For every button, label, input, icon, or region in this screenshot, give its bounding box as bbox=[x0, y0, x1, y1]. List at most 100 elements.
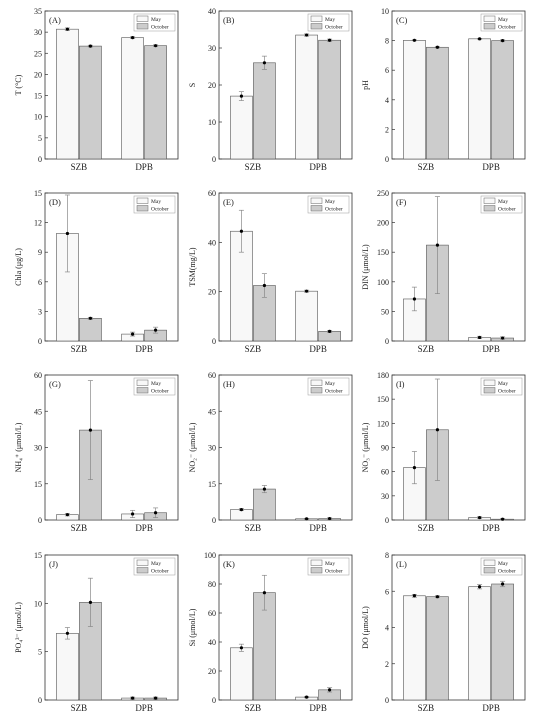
legend-swatch bbox=[136, 567, 149, 574]
category-label: SZB bbox=[71, 162, 88, 172]
legend-label: May bbox=[325, 17, 335, 23]
y-tick-label: 30 bbox=[34, 444, 42, 453]
y-axis-label: NH₄⁺ (μmol/L) bbox=[14, 422, 23, 472]
legend-swatch bbox=[483, 379, 496, 386]
y-tick-label: 0 bbox=[212, 696, 216, 705]
bar bbox=[491, 583, 514, 701]
plot-frame bbox=[44, 192, 179, 342]
y-tick-label: 0 bbox=[212, 155, 216, 164]
bar bbox=[56, 28, 79, 160]
y-tick-label: 120 bbox=[377, 419, 389, 428]
legend-swatch bbox=[310, 387, 323, 394]
bar bbox=[253, 488, 276, 521]
y-tick-label: 30 bbox=[381, 492, 389, 501]
mean-point bbox=[304, 517, 309, 521]
mean-point bbox=[500, 336, 505, 340]
y-tick-label: 80 bbox=[208, 580, 216, 589]
mean-point bbox=[412, 594, 417, 598]
category-label: SZB bbox=[71, 703, 88, 713]
mean-point bbox=[65, 513, 70, 517]
y-tick-label: 0 bbox=[38, 516, 42, 525]
y-tick-label: 15 bbox=[34, 189, 42, 198]
mean-point bbox=[435, 243, 440, 247]
legend-label: October bbox=[325, 24, 343, 30]
legend-swatch bbox=[310, 197, 323, 204]
bar bbox=[426, 596, 449, 701]
y-tick-label: 60 bbox=[208, 371, 216, 380]
y-tick-label: 9 bbox=[38, 248, 42, 257]
mean-point bbox=[239, 229, 244, 233]
y-tick-label: 8 bbox=[385, 551, 389, 560]
bar bbox=[426, 46, 449, 160]
bar bbox=[230, 95, 253, 160]
y-tick-label: 5 bbox=[38, 134, 42, 143]
legend-swatch bbox=[483, 559, 496, 566]
chart-panel: 0 15 30 45 60 SZB DPB NO₂⁻ (μmol/L) (H) MayOctobe… bbox=[188, 371, 353, 533]
y-tick-label: 10 bbox=[381, 7, 389, 16]
bar bbox=[56, 632, 79, 701]
category-label: SZB bbox=[71, 344, 88, 354]
legend-swatch bbox=[136, 23, 149, 30]
legend-label: October bbox=[325, 388, 343, 394]
bar bbox=[318, 39, 341, 160]
y-tick-label: 0 bbox=[38, 155, 42, 164]
chart-panel: 0 20 40 60 80 100 SZB DPB Si (μmol/L) (K) MayOctob… bbox=[188, 551, 353, 713]
category-label: DPB bbox=[482, 162, 500, 172]
mean-point bbox=[239, 94, 244, 98]
plot-frame bbox=[218, 374, 353, 521]
y-tick-label: 0 bbox=[38, 696, 42, 705]
y-tick-label: 150 bbox=[377, 395, 389, 404]
y-tick-label: 150 bbox=[377, 248, 389, 257]
y-tick-label: 10 bbox=[34, 599, 42, 608]
legend-swatch bbox=[310, 559, 323, 566]
legend-label: October bbox=[498, 24, 516, 30]
category-label: SZB bbox=[245, 523, 262, 533]
bar bbox=[468, 38, 491, 160]
mean-point bbox=[65, 631, 70, 635]
legend-swatch bbox=[310, 205, 323, 212]
legend-label: October bbox=[151, 568, 169, 574]
y-axis-label: Chla (μg/L) bbox=[14, 248, 23, 286]
mean-point bbox=[153, 696, 158, 700]
mean-point bbox=[65, 231, 70, 236]
chart-panel: 0 30 60 90 120 150 180 SZB DPB NO₃⁻ (μmol/L) (I) Ma… bbox=[361, 371, 526, 533]
legend-swatch bbox=[136, 15, 149, 22]
legend-swatch bbox=[136, 559, 149, 566]
category-label: DPB bbox=[309, 162, 327, 172]
category-label: SZB bbox=[418, 703, 435, 713]
mean-point bbox=[88, 428, 93, 432]
y-tick-label: 30 bbox=[208, 44, 216, 53]
y-axis-label: S bbox=[188, 83, 197, 87]
y-tick-label: 200 bbox=[377, 219, 389, 228]
legend-label: May bbox=[325, 381, 335, 387]
panel-label: (D) bbox=[49, 197, 61, 207]
category-label: DPB bbox=[309, 523, 327, 533]
plot-frame bbox=[44, 374, 179, 521]
y-tick-label: 25 bbox=[34, 49, 42, 58]
legend-label: October bbox=[325, 206, 343, 212]
legend-label: May bbox=[325, 561, 335, 567]
mean-point bbox=[88, 44, 93, 48]
mean-point bbox=[477, 335, 482, 340]
y-tick-label: 2 bbox=[385, 660, 389, 669]
y-tick-label: 10 bbox=[34, 113, 42, 122]
mean-point bbox=[435, 595, 440, 599]
legend-label: May bbox=[498, 199, 508, 205]
legend-label: October bbox=[498, 206, 516, 212]
panel-label: (B) bbox=[223, 15, 235, 25]
y-tick-label: 60 bbox=[34, 371, 42, 380]
y-tick-label: 35 bbox=[34, 7, 42, 16]
mean-point bbox=[327, 329, 332, 333]
y-axis-label: NO₃⁻ (μmol/L) bbox=[361, 422, 370, 472]
mean-point bbox=[130, 512, 135, 516]
legend-label: October bbox=[151, 388, 169, 394]
plot-frame bbox=[218, 192, 353, 342]
y-tick-label: 40 bbox=[208, 7, 216, 16]
mean-point bbox=[477, 585, 482, 589]
category-label: SZB bbox=[418, 523, 435, 533]
bar bbox=[230, 647, 253, 701]
